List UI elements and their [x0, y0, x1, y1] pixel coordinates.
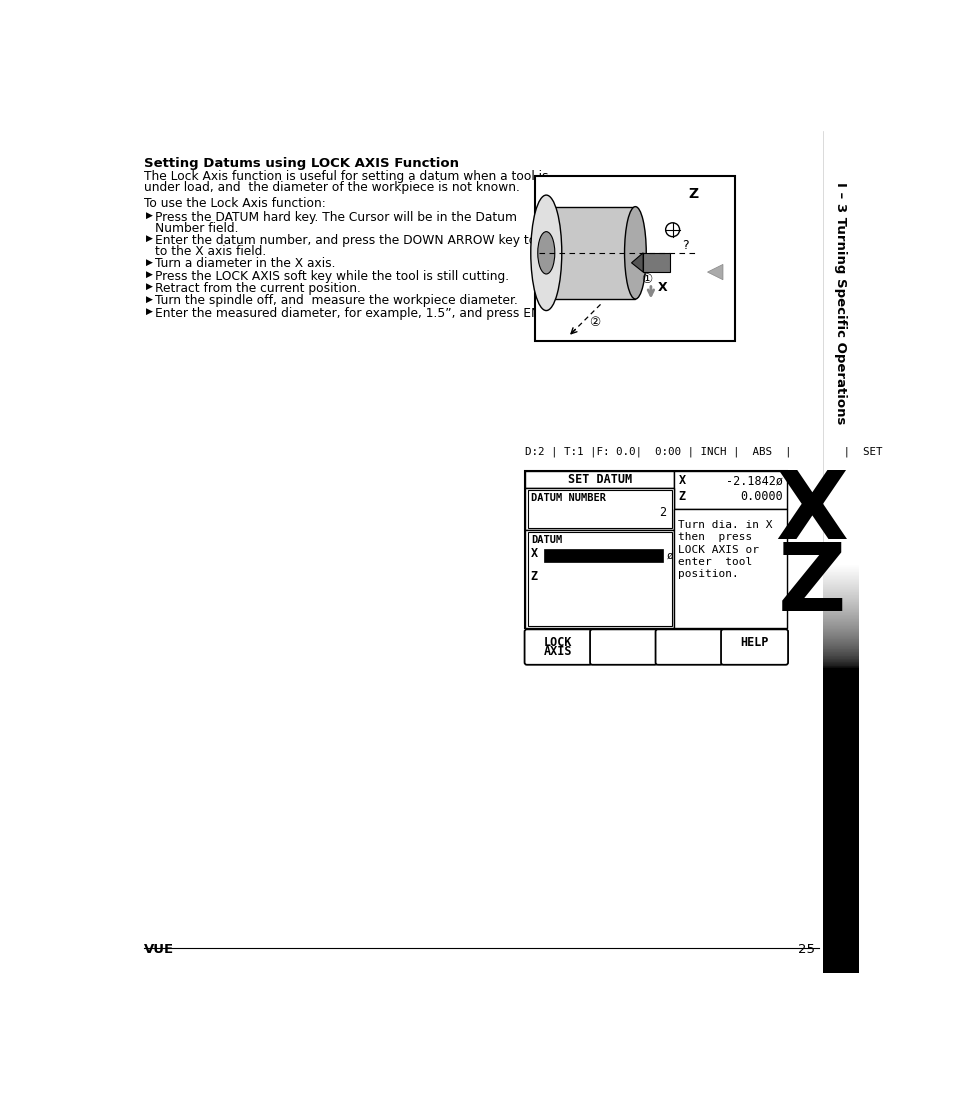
Bar: [543, 549, 662, 563]
Bar: [525, 471, 674, 487]
Text: SET DATUM: SET DATUM: [567, 472, 631, 485]
Text: I – 3 Turning Specific Operations: I – 3 Turning Specific Operations: [834, 181, 846, 424]
Text: Z: Z: [530, 571, 537, 583]
Ellipse shape: [530, 195, 561, 310]
Text: ▶: ▶: [146, 211, 152, 221]
Text: Z: Z: [777, 540, 845, 632]
Text: ▶: ▶: [146, 270, 152, 279]
Text: DATUM: DATUM: [530, 534, 561, 544]
FancyBboxPatch shape: [655, 630, 721, 665]
Text: Turn a diameter in the X axis.: Turn a diameter in the X axis.: [154, 258, 335, 270]
Text: ①: ①: [640, 273, 652, 286]
Text: Turn the spindle off, and  measure the workpiece diameter.: Turn the spindle off, and measure the wo…: [154, 294, 517, 307]
Bar: [525, 530, 674, 627]
Text: to the X axis field.: to the X axis field.: [154, 245, 266, 258]
Bar: [534, 176, 734, 341]
Circle shape: [665, 223, 679, 237]
Bar: [674, 509, 786, 627]
Bar: [674, 471, 786, 509]
FancyBboxPatch shape: [590, 630, 657, 665]
Text: 2: 2: [659, 506, 666, 519]
Text: ▶: ▶: [146, 258, 152, 267]
Text: ?: ?: [681, 239, 688, 252]
Text: ▶: ▶: [146, 234, 152, 244]
Text: 25: 25: [798, 943, 815, 956]
Text: Enter the measured diameter, for example, 1.5”, and press ENTER.: Enter the measured diameter, for example…: [154, 307, 567, 320]
Text: Press the LOCK AXIS soft key while the tool is still cutting.: Press the LOCK AXIS soft key while the t…: [154, 270, 509, 283]
Text: Press the DATUM hard key. The Cursor will be in the Datum: Press the DATUM hard key. The Cursor wil…: [154, 211, 517, 224]
Text: Number field.: Number field.: [154, 222, 238, 235]
Bar: [546, 207, 635, 299]
Text: Z: Z: [687, 187, 698, 201]
Ellipse shape: [624, 207, 645, 299]
Text: enter  tool: enter tool: [678, 557, 752, 567]
Text: ▶: ▶: [146, 282, 152, 291]
Text: X: X: [679, 474, 685, 487]
Bar: [527, 490, 671, 528]
Text: X: X: [658, 281, 667, 294]
Text: ø: ø: [666, 551, 673, 561]
Text: D:2 | T:1 |F: 0.0|  0:00 | INCH |  ABS  |        |  SET: D:2 | T:1 |F: 0.0| 0:00 | INCH | ABS | |…: [525, 446, 882, 457]
Bar: [642, 252, 670, 272]
Text: VUE: VUE: [144, 943, 174, 956]
Bar: [822, 669, 858, 973]
Text: AXIS: AXIS: [543, 645, 572, 658]
Text: DATUM NUMBER: DATUM NUMBER: [530, 493, 605, 503]
Text: Retract from the current position.: Retract from the current position.: [154, 282, 360, 295]
Text: Setting Datums using LOCK AXIS Function: Setting Datums using LOCK AXIS Function: [144, 156, 458, 169]
Text: ②: ②: [588, 316, 599, 329]
Text: Turn dia. in X: Turn dia. in X: [678, 520, 772, 530]
Text: Enter the datum number, and press the DOWN ARROW key to go: Enter the datum number, and press the DO…: [154, 234, 555, 247]
Text: To use the Lock Axis function:: To use the Lock Axis function:: [144, 198, 326, 210]
Text: Z: Z: [679, 490, 685, 503]
Text: HELP: HELP: [740, 636, 768, 649]
Text: -2.1842ø: -2.1842ø: [725, 474, 782, 487]
Text: LOCK: LOCK: [543, 636, 572, 649]
Bar: [525, 487, 674, 530]
Text: LOCK AXIS or: LOCK AXIS or: [678, 544, 759, 554]
Bar: [527, 532, 671, 625]
Text: The Lock Axis function is useful for setting a datum when a tool is: The Lock Axis function is useful for set…: [144, 171, 548, 184]
FancyBboxPatch shape: [524, 630, 591, 665]
Text: ▶: ▶: [146, 307, 152, 316]
Text: X: X: [530, 546, 537, 560]
Text: X: X: [775, 467, 847, 560]
Text: 0.0000: 0.0000: [740, 490, 782, 503]
Polygon shape: [631, 252, 642, 272]
Text: under load, and  the diameter of the workpiece is not known.: under load, and the diameter of the work…: [144, 181, 519, 195]
Bar: [525, 471, 786, 627]
Text: then  press: then press: [678, 532, 752, 542]
Bar: [822, 131, 858, 619]
FancyBboxPatch shape: [720, 630, 787, 665]
Text: ▶: ▶: [146, 294, 152, 304]
Polygon shape: [707, 265, 722, 280]
Text: position.: position.: [678, 569, 738, 579]
Ellipse shape: [537, 232, 555, 274]
